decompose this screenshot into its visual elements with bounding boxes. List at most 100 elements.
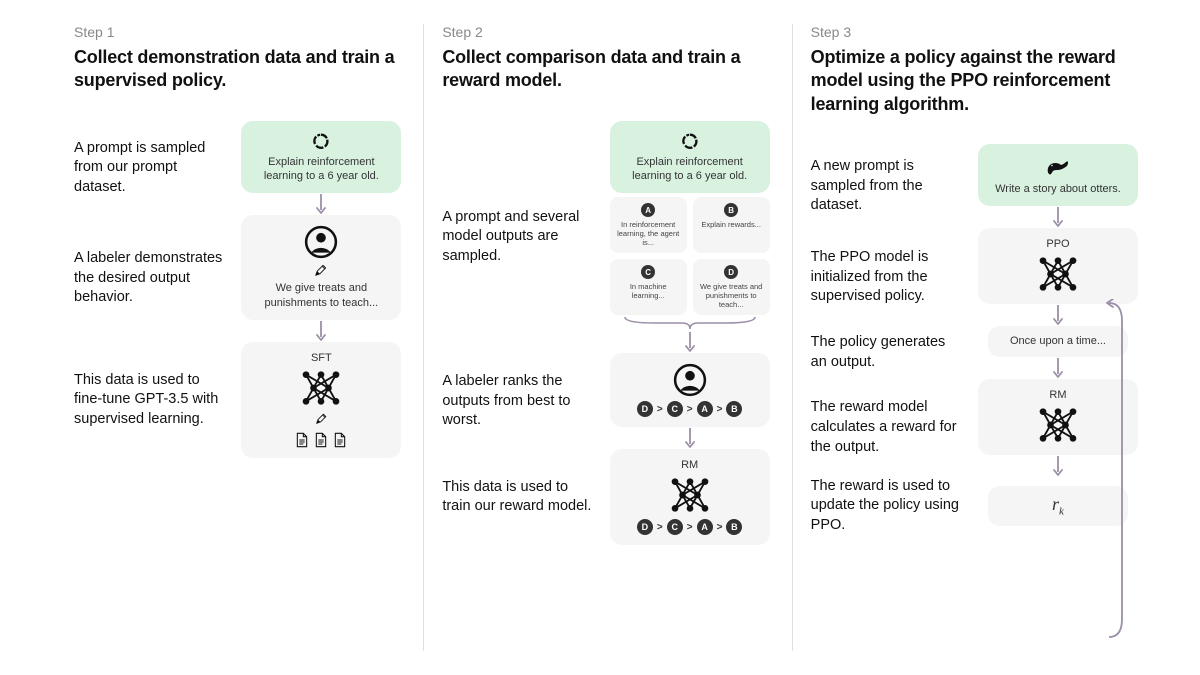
- prompt-node: Explain reinforcement learning to a 6 ye…: [241, 121, 401, 194]
- node-column: RM: [974, 379, 1142, 477]
- step-row: The reward is used to update the policy …: [811, 477, 1142, 536]
- formula-text: rk: [1052, 494, 1064, 518]
- formula-node: rk: [988, 486, 1128, 526]
- doc-icon: [332, 432, 348, 448]
- rank-badge: C: [667, 401, 683, 417]
- option-card: B Explain rewards...: [693, 197, 770, 253]
- node-column: PPO: [974, 228, 1142, 326]
- step-row: A new prompt is sampled from the dataset…: [811, 144, 1142, 228]
- model-header: SFT: [311, 352, 332, 364]
- node-column: D>C>A>B: [606, 353, 774, 449]
- option-card: D We give treats and punishments to teac…: [693, 259, 770, 315]
- option-badge: C: [641, 265, 655, 279]
- step-description: The policy generates an output.: [811, 333, 960, 372]
- model-header: RM: [1049, 389, 1066, 401]
- brace-icon: [620, 315, 760, 331]
- node-column: Once upon a time...: [974, 326, 1142, 378]
- step-description: A labeler demonstrates the desired outpu…: [74, 249, 223, 308]
- node-column: rk: [974, 486, 1142, 526]
- model-rank-node: RM D>C>A>B: [610, 449, 770, 545]
- arrow-down-icon: [1052, 455, 1064, 477]
- step-column-1: Step 1 Collect demonstration data and tr…: [56, 24, 423, 651]
- prompt-text: Explain reinforcement learning to a 6 ye…: [622, 155, 758, 184]
- person-icon: [673, 363, 707, 397]
- option-text: Explain rewards...: [701, 220, 761, 229]
- pencil-icon: [315, 412, 328, 425]
- cycle-icon: [680, 131, 700, 151]
- step-row: This data is used to fine-tune GPT-3.5 w…: [74, 342, 405, 458]
- rank-badge: A: [697, 401, 713, 417]
- step-label: Step 3: [811, 24, 1142, 40]
- prompt-node: Explain reinforcement learning to a 6 ye…: [610, 121, 770, 194]
- docs-icons: [294, 432, 348, 448]
- model-node: RM: [978, 379, 1138, 455]
- node-column: Explain reinforcement learning to a 6 ye…: [237, 121, 405, 216]
- option-badge: A: [641, 203, 655, 217]
- option-badge: B: [724, 203, 738, 217]
- option-text: We give treats and punishments to teach.…: [697, 282, 766, 309]
- node-column: SFT: [237, 342, 405, 458]
- node-column: Explain reinforcement learning to a 6 ye…: [606, 121, 774, 354]
- doc-icon: [294, 432, 310, 448]
- arrow-down-icon: [684, 331, 696, 353]
- person-icon: [304, 225, 338, 259]
- step-column-2: Step 2 Collect comparison data and train…: [423, 24, 791, 651]
- node-column: Write a story about otters.: [974, 144, 1142, 228]
- step-row: A prompt is sampled from our prompt data…: [74, 121, 405, 216]
- rank-badge: B: [726, 401, 742, 417]
- model-node: PPO: [978, 228, 1138, 304]
- model-node: SFT: [241, 342, 401, 458]
- step-description: This data is used to train our reward mo…: [442, 478, 591, 517]
- step-row: A prompt and several model outputs are s…: [442, 121, 773, 354]
- step-label: Step 1: [74, 24, 405, 40]
- labeler-rank-node: D>C>A>B: [610, 353, 770, 427]
- doc-icon: [313, 432, 329, 448]
- prompt-node: Write a story about otters.: [978, 144, 1138, 206]
- step-title: Collect demonstration data and train a s…: [74, 46, 405, 93]
- arrow-down-icon: [315, 320, 327, 342]
- step-rows: A new prompt is sampled from the dataset…: [811, 144, 1142, 535]
- step-title: Collect comparison data and train a rewa…: [442, 46, 773, 93]
- rank-badge: B: [726, 519, 742, 535]
- option-card: A In reinforcement learning, the agent i…: [610, 197, 687, 253]
- nn-icon: [1038, 254, 1078, 294]
- model-header: PPO: [1046, 238, 1069, 250]
- prompt-text: Write a story about otters.: [995, 182, 1121, 196]
- step-description: A labeler ranks the outputs from best to…: [442, 372, 591, 431]
- node-column: RM D>C>A>B: [606, 449, 774, 545]
- step-row: A labeler ranks the outputs from best to…: [442, 353, 773, 449]
- option-badge: D: [724, 265, 738, 279]
- rank-badge: D: [637, 519, 653, 535]
- step-row: The policy generates an output. Once upo…: [811, 326, 1142, 378]
- arrow-down-icon: [315, 193, 327, 215]
- nn-icon: [670, 475, 710, 515]
- step-title: Optimize a policy against the reward mod…: [811, 46, 1142, 116]
- step-description: A prompt and several model outputs are s…: [442, 208, 591, 267]
- diagram-columns: Step 1 Collect demonstration data and tr…: [0, 0, 1200, 675]
- otter-icon: [1046, 154, 1070, 178]
- step-row: The PPO model is initialized from the su…: [811, 228, 1142, 326]
- option-text: In machine learning...: [614, 282, 683, 300]
- prompt-text: Explain reinforcement learning to a 6 ye…: [253, 155, 389, 184]
- model-header: RM: [681, 459, 698, 471]
- rank-badge: D: [637, 401, 653, 417]
- ranking: D>C>A>B: [637, 401, 743, 417]
- step-description: The reward model calculates a reward for…: [811, 398, 960, 457]
- arrow-down-icon: [684, 427, 696, 449]
- step-description: This data is used to fine-tune GPT-3.5 w…: [74, 371, 223, 430]
- step-rows: A prompt is sampled from our prompt data…: [74, 121, 405, 458]
- option-text: In reinforcement learning, the agent is.…: [614, 220, 683, 247]
- step-row: A labeler demonstrates the desired outpu…: [74, 215, 405, 342]
- step-description: A new prompt is sampled from the dataset…: [811, 157, 960, 216]
- step-description: A prompt is sampled from our prompt data…: [74, 139, 223, 198]
- labeler-text: We give treats and punishments to teach.…: [253, 281, 389, 310]
- step-label: Step 2: [442, 24, 773, 40]
- step-description: The PPO model is initialized from the su…: [811, 248, 960, 307]
- rank-badge: A: [697, 519, 713, 535]
- ranking: D>C>A>B: [637, 519, 743, 535]
- step-rows: A prompt and several model outputs are s…: [442, 121, 773, 546]
- arrow-down-icon: [1052, 304, 1064, 326]
- arrow-down-icon: [1052, 357, 1064, 379]
- rank-badge: C: [667, 519, 683, 535]
- step-row: The reward model calculates a reward for…: [811, 379, 1142, 477]
